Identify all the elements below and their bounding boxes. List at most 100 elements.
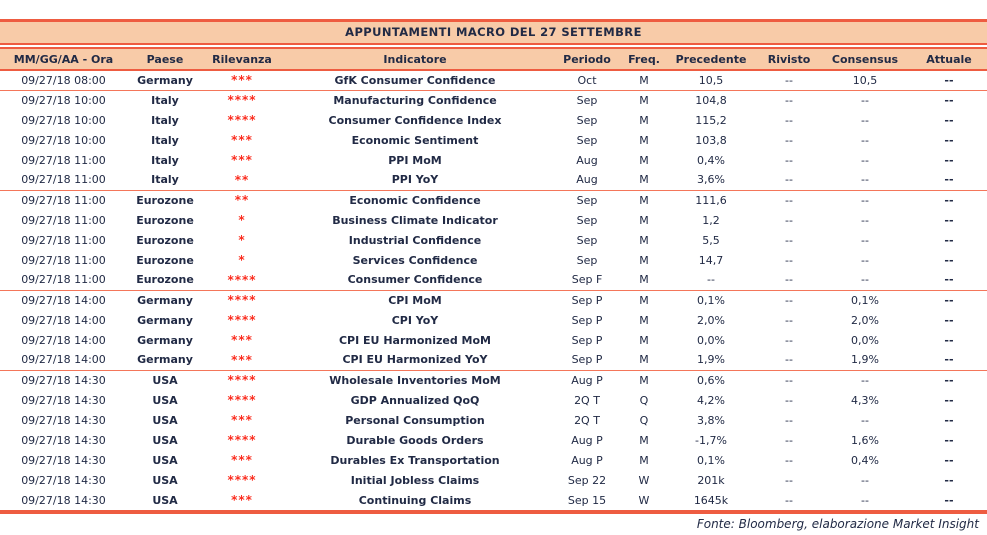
cell-revised: -- (785, 333, 793, 347)
cell-frequency: M (639, 133, 649, 147)
table-header: MM/GG/AA - Ora Paese Rilevanza Indicator… (0, 49, 987, 71)
cell-consensus: 0,0% (851, 333, 879, 347)
cell-actual: -- (911, 350, 987, 371)
cell-country: Eurozone (127, 270, 203, 291)
table-row: 09/27/18 14:30 USA *** Durables Ex Trans… (0, 450, 987, 470)
table-row: 09/27/18 11:00 Italy ** PPI YoY Aug M 3,… (0, 170, 987, 191)
cell-period: Sep P (571, 293, 603, 307)
cell-relevance: * (238, 253, 246, 267)
cell-relevance: *** (231, 413, 253, 427)
cell-consensus: -- (861, 113, 869, 127)
cell-datetime: 09/27/18 14:30 (21, 413, 106, 427)
cell-consensus: -- (819, 170, 911, 191)
cell-period: Sep (576, 93, 598, 107)
cell-actual: -- (944, 213, 954, 227)
cell-indicator: Economic Confidence (349, 193, 481, 207)
cell-frequency: M (639, 433, 649, 447)
cell-actual: -- (911, 170, 987, 191)
cell-datetime: 09/27/18 11:00 (0, 170, 127, 191)
cell-datetime: 09/27/18 10:00 (21, 93, 106, 107)
cell-actual: -- (911, 70, 987, 91)
cell-country: Germany (127, 70, 203, 91)
cell-frequency: M (639, 293, 649, 307)
cell-indicator: CPI MoM (388, 293, 442, 307)
cell-country: USA (152, 393, 178, 407)
cell-actual: -- (944, 293, 954, 307)
cell-relevance: **** (227, 373, 257, 388)
cell-period: Sep P (571, 313, 603, 327)
table-row: 09/27/18 10:00 Italy *** Economic Sentim… (0, 130, 987, 150)
cell-country: USA (152, 493, 178, 507)
cell-datetime: 09/27/18 14:00 (21, 333, 106, 347)
table-row: 09/27/18 14:00 Germany *** CPI EU Harmon… (0, 330, 987, 350)
cell-revised: -- (785, 113, 793, 127)
cell-period: Sep F (549, 270, 625, 291)
cell-previous: 10,5 (663, 70, 759, 91)
cell-previous: 3,8% (697, 413, 725, 427)
cell-previous: 104,8 (695, 93, 727, 107)
bottom-rule (0, 510, 987, 514)
cell-consensus: 1,9% (819, 350, 911, 371)
cell-period: Sep (576, 133, 598, 147)
cell-indicator: Wholesale Inventories MoM (329, 373, 501, 387)
cell-frequency: Q (639, 413, 649, 427)
cell-consensus: 2,0% (851, 313, 879, 327)
source-note: Fonte: Bloomberg, elaborazione Market In… (696, 517, 979, 531)
cell-country: Italy (151, 153, 179, 167)
cell-actual: -- (944, 313, 954, 327)
cell-frequency: M (639, 253, 649, 267)
cell-revised: -- (785, 93, 793, 107)
table-row: 09/27/18 14:00 Germany **** CPI MoM Sep … (0, 290, 987, 310)
cell-previous: 0,1% (697, 293, 725, 307)
table-row: 09/27/18 11:00 Eurozone * Services Confi… (0, 250, 987, 270)
cell-revised: -- (785, 393, 793, 407)
cell-period: Sep (576, 253, 598, 267)
cell-datetime: 09/27/18 14:30 (21, 453, 106, 467)
cell-frequency: M (639, 453, 649, 467)
cell-consensus: 0,1% (851, 293, 879, 307)
cell-previous: 0,4% (697, 153, 725, 167)
cell-revised: -- (785, 233, 793, 247)
cell-previous: -1,7% (695, 433, 727, 447)
title-divider (0, 43, 987, 49)
cell-actual: -- (944, 113, 954, 127)
cell-consensus: 10,5 (819, 70, 911, 91)
cell-relevance: **** (227, 113, 257, 127)
table-row: 09/27/18 08:00 Germany *** GfK Consumer … (0, 70, 987, 91)
cell-previous: 14,7 (698, 253, 724, 267)
cell-consensus: -- (861, 493, 869, 507)
cell-indicator: CPI EU Harmonized YoY (281, 350, 549, 371)
cell-datetime: 09/27/18 14:30 (21, 373, 106, 387)
cell-revised: -- (759, 270, 819, 291)
table-row: 09/27/18 11:00 Eurozone * Business Clima… (0, 210, 987, 230)
cell-relevance: *** (231, 453, 253, 467)
cell-actual: -- (944, 93, 954, 107)
cell-indicator: Business Climate Indicator (332, 213, 498, 227)
cell-frequency: M (639, 313, 649, 327)
cell-revised: -- (785, 373, 793, 387)
cell-indicator: Consumer Confidence (281, 270, 549, 291)
cell-consensus: -- (861, 253, 869, 267)
col-header-previous: Precedente (663, 49, 759, 71)
cell-relevance: *** (231, 493, 253, 507)
cell-consensus: -- (819, 270, 911, 291)
cell-actual: -- (944, 433, 954, 447)
col-header-country: Paese (127, 49, 203, 71)
table-row: 09/27/18 14:00 Germany **** CPI YoY Sep … (0, 310, 987, 330)
cell-frequency: M (639, 233, 649, 247)
cell-previous: -- (663, 270, 759, 291)
cell-relevance: **** (227, 313, 257, 327)
cell-relevance: *** (203, 70, 281, 91)
cell-previous: 201k (697, 473, 725, 487)
cell-previous: 0,6% (697, 373, 725, 387)
cell-country: Eurozone (136, 253, 194, 267)
cell-relevance: *** (203, 350, 281, 371)
table-row: 09/27/18 10:00 Italy **** Manufacturing … (0, 90, 987, 110)
cell-actual: -- (944, 133, 954, 147)
cell-previous: 115,2 (695, 113, 727, 127)
cell-previous: 1,2 (702, 213, 720, 227)
cell-datetime: 09/27/18 14:30 (21, 393, 106, 407)
macro-calendar-table: MM/GG/AA - Ora Paese Rilevanza Indicator… (0, 49, 987, 510)
cell-datetime: 09/27/18 14:00 (21, 293, 106, 307)
